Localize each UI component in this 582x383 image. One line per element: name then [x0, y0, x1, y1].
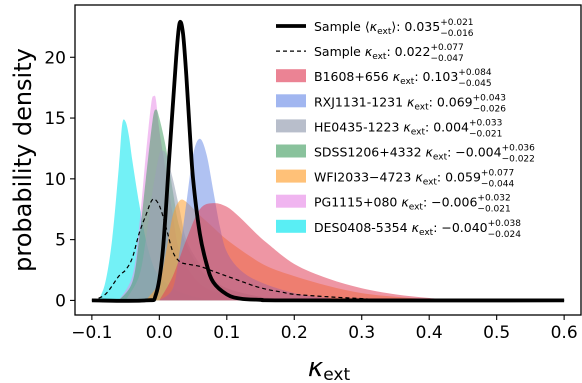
legend-rxj1131-1231-label: RXJ1131-1231 κext: 0.069+0.043 −0.026 [314, 93, 506, 114]
y-tick-label: 20 [44, 48, 66, 68]
x-axis-label-main: κ [308, 353, 324, 383]
legend-wfi2033-4723-swatch [276, 169, 306, 183]
y-axis-label: probability density [9, 48, 37, 272]
x-tick-label: 0.5 [483, 323, 510, 343]
x-tick-label: 0.1 [213, 323, 240, 343]
legend-pg1115-080-swatch [276, 194, 306, 208]
legend-pg1115-080-label: PG1115+080 κext: −0.006+0.032 −0.021 [314, 194, 511, 215]
series-sample-ext-thick-line [91, 19, 565, 303]
x-ticks: −0.1 0.0 0.1 0.2 0.3 0.4 0.5 0.6 [71, 315, 578, 343]
x-axis-label-sub: ext [323, 365, 350, 383]
series-layer [91, 19, 565, 303]
legend-he0435-1223-swatch [276, 119, 306, 133]
legend-des0408-5354-label: DES0408-5354 κext: −0.040+0.038 −0.024 [314, 219, 521, 240]
legend-sample-ext-dashed-label: Sample κext: 0.022+0.077 −0.047 [314, 43, 464, 64]
y-tick-label: 10 [44, 170, 66, 190]
legend-rxj1131-1231-swatch [276, 94, 306, 108]
legend-b1608-656-label: B1608+656 κext: 0.103+0.084 −0.045 [314, 68, 492, 89]
x-tick-label: 0.2 [281, 323, 308, 343]
y-tick-label: 15 [44, 109, 66, 129]
legend-des0408-5354-swatch [276, 219, 306, 233]
x-tick-label: 0.0 [146, 323, 173, 343]
plot-frame [74, 4, 582, 316]
series-b1608-656-area [159, 203, 463, 301]
y-ticks: 0 5 10 15 20 [44, 48, 75, 311]
legend-sdss1206-4332-label: SDSS1206+4332 κext: −0.004+0.036 −0.022 [314, 144, 535, 165]
series-des0408-5354-area [98, 119, 214, 301]
legend-sample-ext-thick-label: Sample ⟨κext⟩: 0.035+0.021 −0.016 [314, 18, 474, 39]
x-tick-label: 0.3 [348, 323, 375, 343]
y-tick-label: 0 [55, 291, 66, 311]
x-tick-label: 0.6 [551, 323, 578, 343]
x-axis-label: κext [308, 353, 351, 383]
y-tick-label: 5 [55, 231, 66, 251]
legend-sdss1206-4332-swatch [276, 144, 306, 158]
x-tick-label: 0.4 [416, 323, 443, 343]
legend-wfi2033-4723-label: WFI2033−4723 κext: 0.059+0.077 −0.044 [314, 169, 514, 190]
x-tick-label: −0.1 [71, 323, 112, 343]
legend: Sample ⟨κext⟩: 0.035+0.021 −0.016 Sample κ… [276, 18, 535, 240]
legend-he0435-1223-label: HE0435-1223 κext: 0.004+0.033 −0.021 [314, 118, 502, 139]
legend-b1608-656-swatch [276, 69, 306, 83]
series-sample-ext-dashed-line [91, 198, 565, 302]
